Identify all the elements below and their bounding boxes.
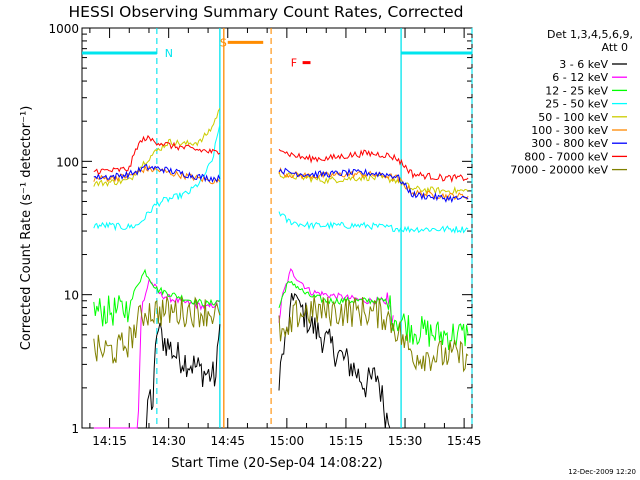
chart-title: HESSI Observing Summary Count Rates, Cor… [69, 3, 464, 21]
legend-label: 300 - 800 keV [531, 137, 608, 150]
series-line [278, 292, 398, 429]
y-tick-label: 1 [71, 422, 79, 436]
series-0 [93, 292, 398, 429]
legend-header-line-1: Det 1,3,4,5,6,9, [547, 28, 633, 41]
x-axis-label: Start Time (20-Sep-04 14:08:22) [171, 456, 382, 471]
overlay-layer: N S F [82, 28, 473, 428]
series-line [278, 280, 469, 351]
legend-label: 800 - 7000 keV [524, 150, 608, 163]
series-line [278, 171, 469, 195]
x-tick-label: 15:45 [447, 434, 482, 448]
series-layer [93, 108, 469, 429]
series-line [278, 211, 469, 234]
series-3 [93, 124, 469, 234]
plot-frame [81, 27, 473, 429]
legend-label: 3 - 6 keV [559, 58, 608, 71]
y-tick-label: 100 [56, 155, 79, 169]
series-line [93, 164, 221, 185]
x-tick-label: 14:30 [151, 434, 186, 448]
legend-label: 7000 - 20000 keV [510, 164, 608, 177]
y-tick-label: 1000 [48, 22, 79, 36]
footer-date: 12-Dec-2009 12:20 [568, 468, 636, 476]
series-line [93, 163, 221, 183]
series-4 [93, 108, 469, 195]
legend-label: 50 - 100 keV [538, 111, 608, 124]
x-tick-label: 14:45 [210, 434, 245, 448]
x-tick-label: 15:00 [270, 434, 305, 448]
legend-label: 100 - 300 keV [531, 124, 608, 137]
flare-label: F [291, 57, 297, 70]
series-line [93, 108, 221, 188]
legend-label: 12 - 25 keV [545, 84, 608, 97]
x-tick-label: 14:15 [92, 434, 127, 448]
series-line [278, 167, 469, 204]
series-line [93, 296, 221, 364]
x-tick-label: 15:30 [388, 434, 423, 448]
x-tick-label: 15:15 [329, 434, 364, 448]
legend-header-line-2: Att 0 [602, 41, 628, 54]
night-label: N [165, 47, 173, 60]
series-line [93, 124, 221, 232]
series-2 [93, 268, 469, 351]
series-line [93, 268, 221, 327]
legend-label: 6 - 12 keV [552, 71, 608, 84]
series-line [278, 296, 469, 373]
series-8 [93, 296, 469, 373]
series-6 [93, 163, 469, 204]
series-7 [93, 134, 469, 184]
y-tick-label: 10 [64, 289, 79, 303]
legend-label: 25 - 50 keV [545, 98, 608, 111]
plot-area: 1 10 100 1000 14:15 14:30 14:45 15:00 15:15 15:3… [48, 22, 481, 448]
saa-label: S [220, 36, 227, 49]
series-line [93, 134, 221, 175]
series-1 [93, 267, 394, 429]
y-axis-label: Corrected Count Rate (s⁻¹ detector⁻¹) [19, 106, 34, 351]
y-axis: 1 10 100 1000 [48, 22, 472, 436]
series-line [278, 149, 469, 184]
x-axis: 14:15 14:30 14:45 15:00 15:15 15:30 15:45 [89, 28, 482, 448]
